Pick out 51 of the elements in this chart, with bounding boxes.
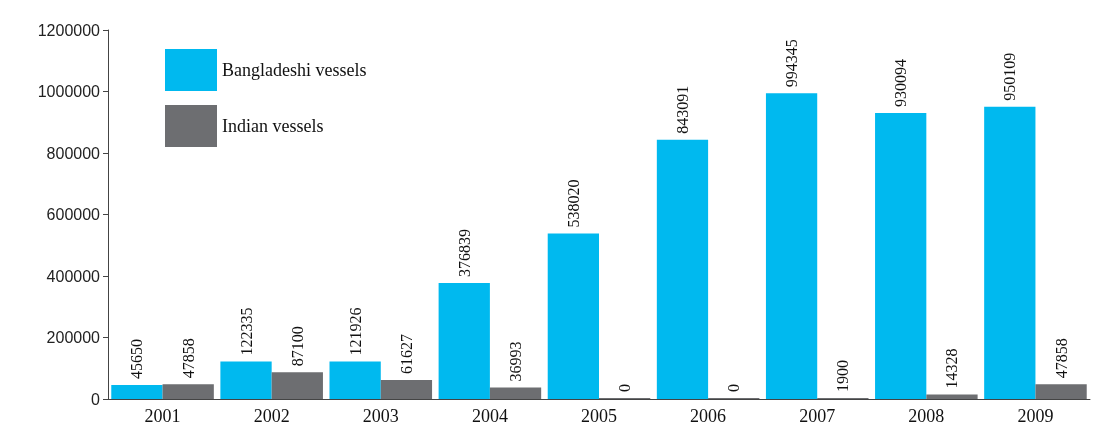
bar (875, 113, 927, 399)
data-label: 47858 (1052, 338, 1070, 379)
data-label: 14328 (943, 348, 961, 389)
legend-label: Indian vessels (222, 116, 324, 136)
bar (329, 361, 381, 399)
data-label: 47858 (179, 338, 197, 379)
bar (162, 384, 214, 399)
bar (765, 93, 818, 399)
data-label: 0 (725, 384, 743, 392)
data-label: 376839 (455, 229, 473, 278)
data-label: 950109 (1001, 52, 1019, 101)
data-label: 930094 (892, 59, 910, 107)
bar (380, 380, 433, 399)
data-label: 122335 (237, 307, 255, 356)
bar (220, 361, 272, 399)
data-label: 87100 (288, 326, 306, 367)
y-tick-label: 400000 (46, 267, 101, 285)
y-tick-label: 600000 (46, 206, 101, 223)
x-tick-label: 2004 (471, 406, 508, 426)
data-label: 0 (616, 384, 634, 392)
bar (656, 139, 709, 399)
bar (271, 372, 323, 399)
x-tick-label: 2003 (362, 406, 399, 426)
y-tick-label: 0 (91, 390, 101, 408)
data-label: 538020 (564, 179, 582, 228)
data-label: 36993 (507, 341, 525, 382)
bar (111, 384, 163, 399)
x-tick-label: 2007 (799, 406, 836, 426)
data-label: 45650 (128, 338, 146, 379)
data-label: 1900 (834, 360, 852, 392)
data-label: 61627 (397, 334, 415, 375)
x-tick-label: 2001 (144, 406, 181, 426)
data-label: 843091 (673, 85, 691, 134)
bar (1035, 384, 1087, 399)
bar (926, 394, 978, 399)
y-tick-label: 1000000 (37, 83, 101, 100)
bar (984, 106, 1036, 399)
x-tick-label: 2006 (690, 406, 727, 426)
x-tick-label: 2009 (1017, 406, 1054, 426)
x-tick-label: 2002 (253, 406, 290, 426)
y-tick-label: 200000 (46, 329, 101, 346)
bar (489, 387, 542, 399)
data-label: 994345 (783, 39, 801, 88)
data-label: 121926 (346, 307, 364, 356)
legend-label: Bangladeshi vessels (222, 60, 367, 80)
bar (547, 233, 599, 399)
y-tick-label: 800000 (46, 144, 101, 162)
x-tick-label: 2008 (908, 406, 945, 426)
x-tick-label: 2005 (581, 406, 617, 426)
bar (438, 283, 490, 399)
y-tick-label: 1200000 (37, 21, 101, 39)
